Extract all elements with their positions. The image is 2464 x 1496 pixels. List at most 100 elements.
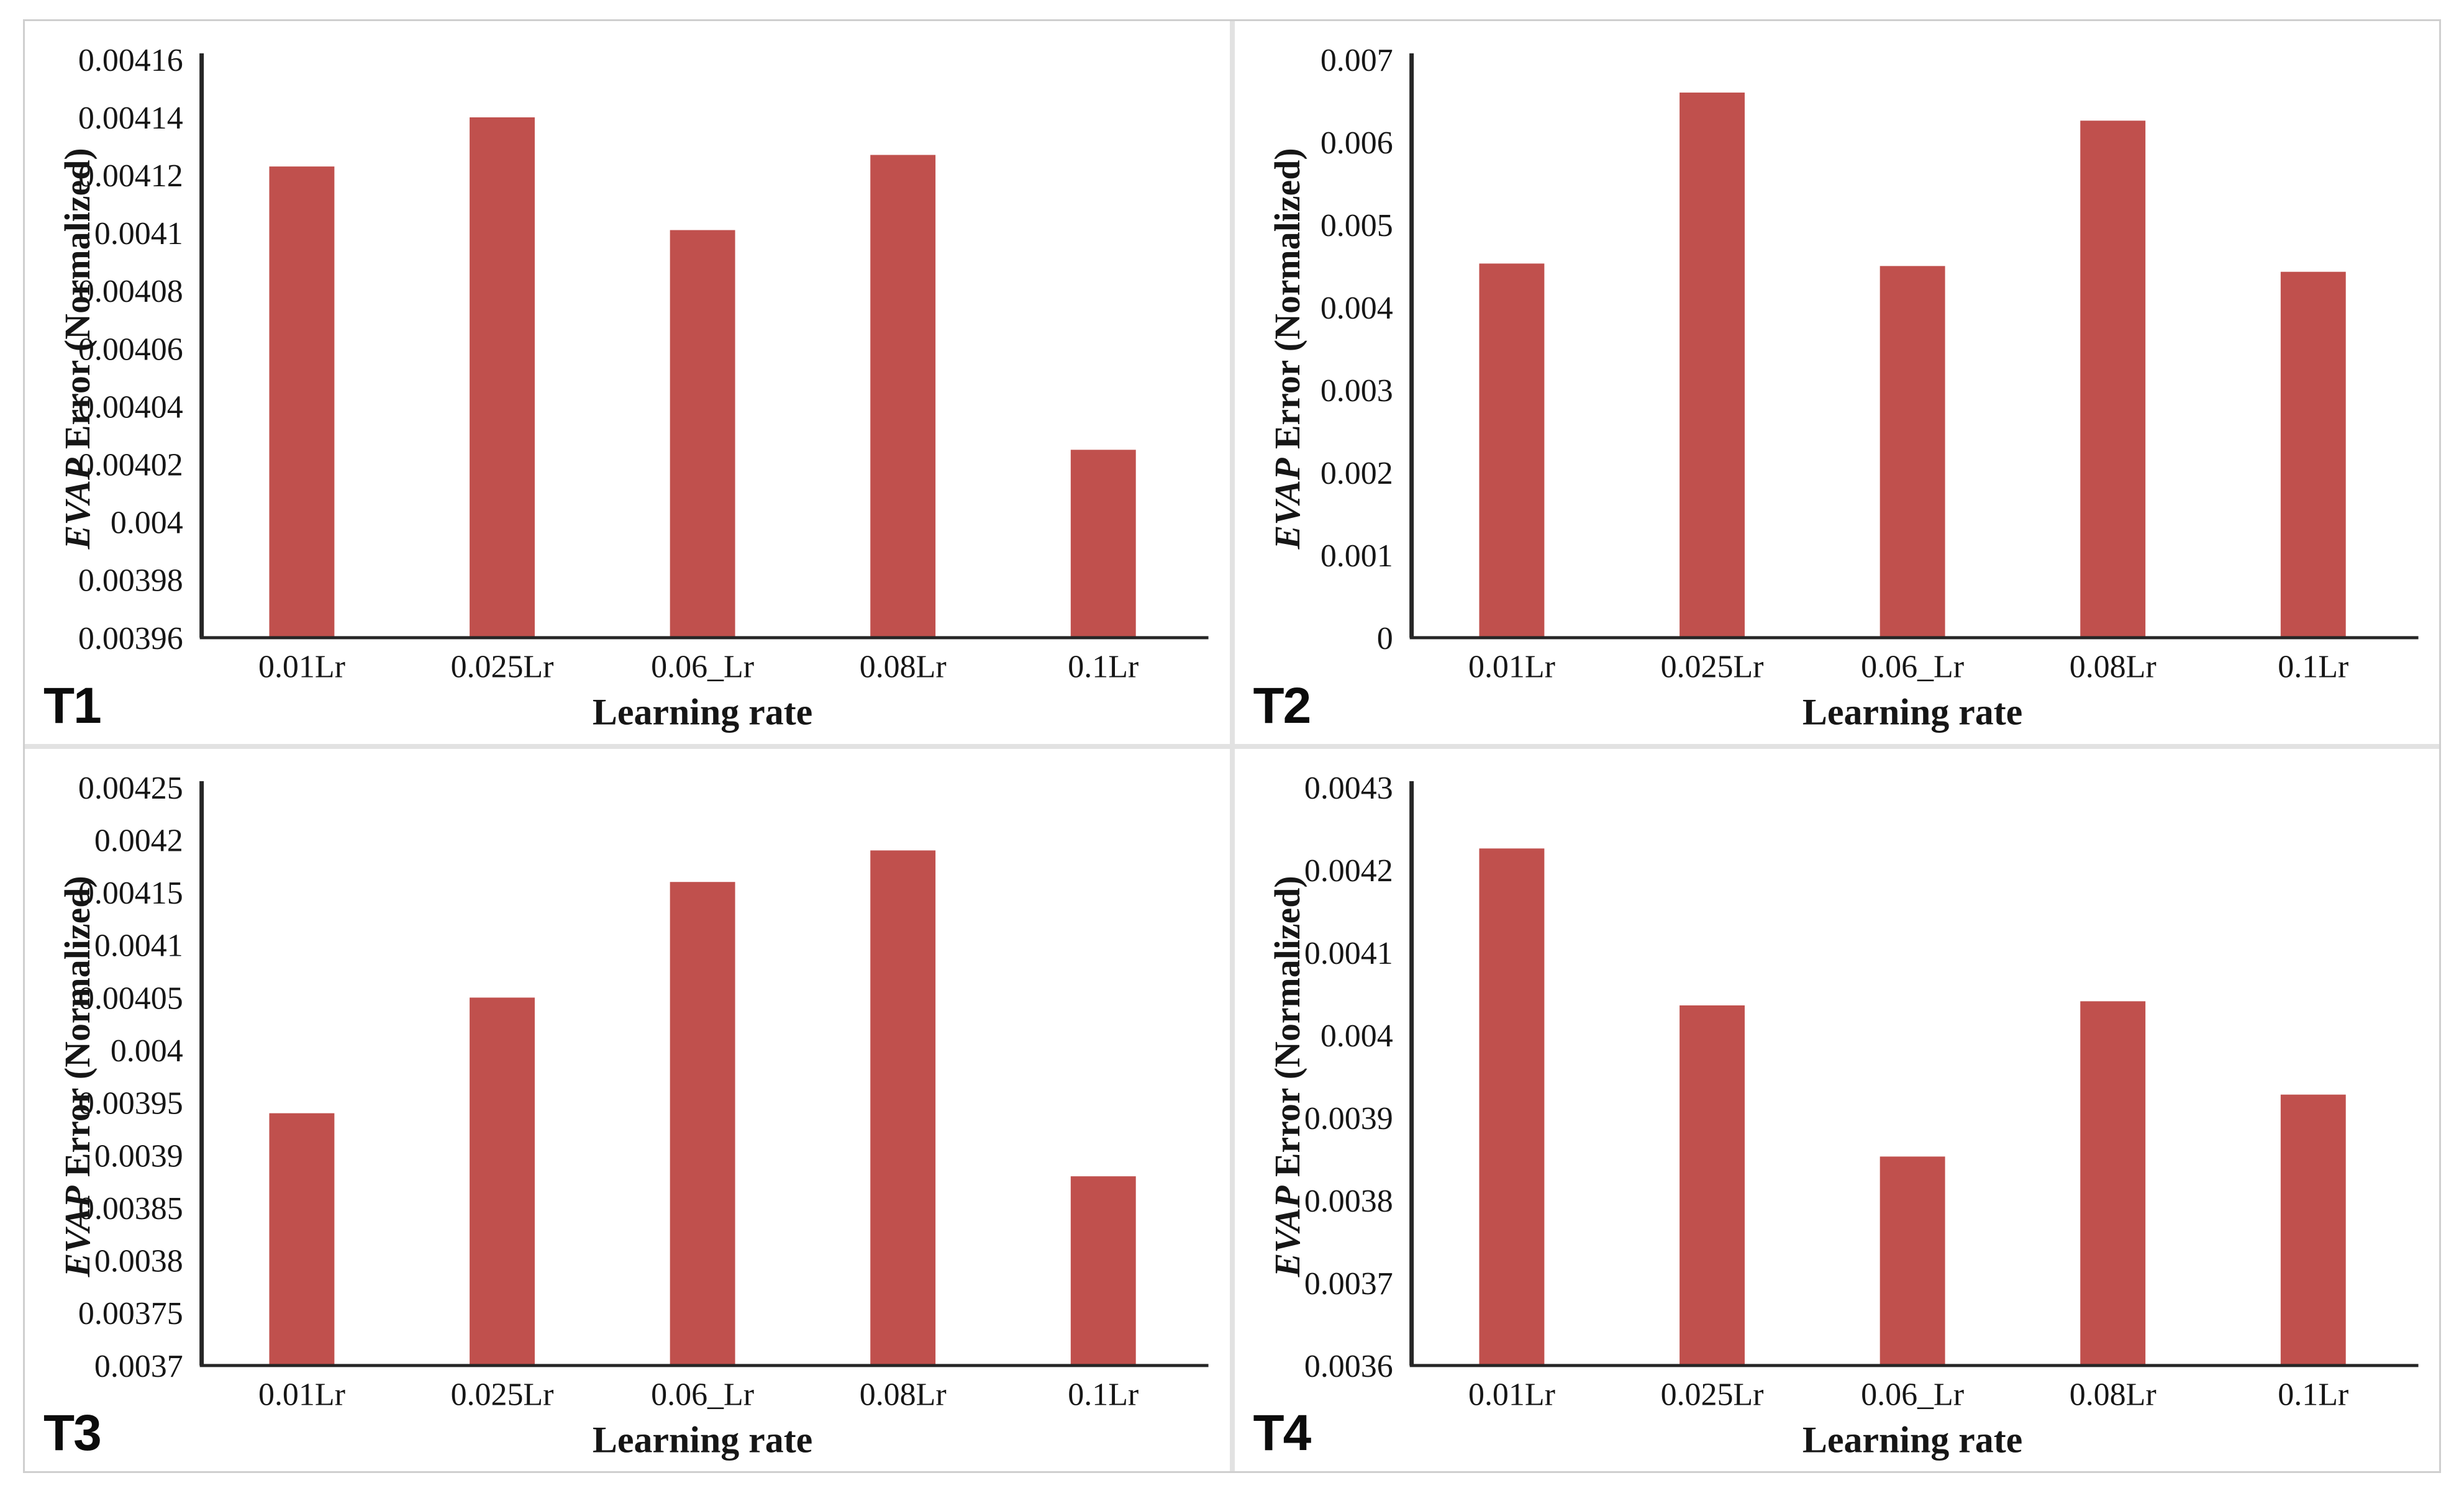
y-tick-label: 0.0038 — [1304, 1183, 1393, 1218]
x-category-label: 0.01Lr — [258, 650, 345, 685]
y-tick-label: 0.0043 — [1304, 770, 1393, 805]
panel-label-t3: T3 — [43, 1405, 102, 1461]
y-tick-label: 0.00385 — [78, 1190, 183, 1226]
x-category-label: 0.08Lr — [860, 1377, 947, 1412]
y-tick-label: 0.004 — [1320, 1018, 1393, 1053]
panel-label-t1: T1 — [43, 677, 102, 734]
y-tick-label: 0.00405 — [78, 981, 183, 1016]
y-tick-label: 0.002 — [1320, 456, 1393, 491]
y-tick-label: 0.0041 — [94, 216, 183, 252]
x-category-label: 0.1Lr — [2278, 1377, 2348, 1412]
y-tick-label: 0.00398 — [78, 563, 183, 599]
bar-0.01Lr — [1478, 848, 1544, 1366]
y-tick-label: 0.0037 — [1304, 1266, 1393, 1301]
x-category-label: 0.025Lr — [1660, 650, 1763, 685]
bar-chart-t4: 0.0043 0.0042 0.0041 0.004 0.0039 0.0038 0.003… — [1266, 770, 2419, 1460]
bar-chart-t1: 0.004160.004140.004120.00410.004080.0040… — [57, 43, 1209, 733]
y-axis-title: EVAP Error (Normalized) — [1266, 876, 1307, 1277]
y-tick-label: 0.004 — [1320, 291, 1393, 326]
x-category-label: 0.1Lr — [1068, 650, 1139, 685]
panel-label-t2: T2 — [1253, 677, 1312, 734]
y-tick-label: 0.004 — [111, 1033, 183, 1069]
bar-0.06_Lr — [670, 230, 735, 638]
bar-0.08Lr — [2080, 1000, 2145, 1366]
y-tick-label: 0.0038 — [94, 1243, 183, 1279]
x-category-label: 0.025Lr — [1660, 1377, 1763, 1412]
y-tick-label: 0.006 — [1320, 125, 1393, 161]
bar-0.1Lr — [1070, 450, 1136, 638]
chart-panel-t1: 0.00416 0.00414 0.00412 0.0041 0.00408 0.0040… — [25, 21, 1230, 744]
y-tick-label: 0.00415 — [78, 876, 183, 911]
bar-0.025Lr — [1679, 1005, 1745, 1366]
y-tick-label: 0.0039 — [94, 1138, 183, 1174]
bar-0.08Lr — [870, 850, 936, 1366]
bar-0.08Lr — [2080, 120, 2145, 638]
x-axis-title: Learning rate — [593, 1419, 812, 1460]
y-axis-title: EVAP Error (Normalized) — [57, 876, 98, 1277]
y-tick-label: 0.00396 — [78, 621, 183, 656]
figure-frame: 0.00416 0.00414 0.00412 0.0041 0.00408 0.0040… — [23, 19, 2441, 1473]
x-category-label: 0.06_Lr — [1861, 650, 1964, 685]
bar-0.025Lr — [470, 117, 535, 638]
bar-0.06_Lr — [1880, 1156, 1945, 1366]
x-category-label: 0.08Lr — [860, 650, 947, 685]
chart-panel-t2: 0.007 0.006 0.005 0.004 0.003 0.002 0.001 0 0.01… — [1234, 21, 2439, 744]
x-axis-title: Learning rate — [1802, 692, 2022, 733]
x-category-label: 0.06_Lr — [651, 650, 754, 685]
y-tick-label: 0.0042 — [94, 823, 183, 858]
x-category-label: 0.025Lr — [451, 650, 554, 685]
chart-panel-t3: 0.00425 0.0042 0.00415 0.0041 0.00405 0.004 0.… — [25, 748, 1230, 1471]
y-tick-label: 0.005 — [1320, 208, 1393, 243]
bar-0.08Lr — [870, 155, 936, 638]
panel-label-t4: T4 — [1253, 1405, 1312, 1461]
y-tick-label: 0.0041 — [1304, 935, 1393, 971]
x-axis-title: Learning rate — [593, 692, 812, 733]
y-tick-label: 0.0039 — [1304, 1100, 1393, 1136]
y-tick-label: 0.00408 — [78, 274, 183, 309]
x-category-label: 0.01Lr — [1468, 1377, 1555, 1412]
x-category-label: 0.08Lr — [2069, 1377, 2156, 1412]
bar-0.06_Lr — [1880, 266, 1945, 638]
y-axis-title: EVAP Error (Normalized) — [57, 148, 98, 550]
x-category-label: 0.08Lr — [2069, 650, 2156, 685]
y-tick-label: 0.0037 — [94, 1348, 183, 1384]
x-category-label: 0.1Lr — [2278, 650, 2348, 685]
y-tick-label: 0.00412 — [78, 158, 183, 194]
y-tick-label: 0.004 — [111, 505, 183, 541]
x-category-label: 0.025Lr — [451, 1377, 554, 1412]
x-category-label: 0.1Lr — [1068, 1377, 1139, 1412]
x-category-label: 0.06_Lr — [651, 1377, 754, 1412]
y-tick-label: 0.007 — [1320, 43, 1393, 78]
y-tick-label: 0 — [1376, 621, 1393, 656]
bar-0.025Lr — [470, 997, 535, 1366]
y-tick-label: 0.00404 — [78, 389, 183, 425]
y-tick-label: 0.003 — [1320, 373, 1393, 409]
y-tick-label: 0.00402 — [78, 448, 183, 483]
y-tick-label: 0.00416 — [78, 43, 183, 78]
x-category-label: 0.01Lr — [258, 1377, 345, 1412]
y-tick-label: 0.0042 — [1304, 853, 1393, 888]
y-tick-label: 0.00406 — [78, 332, 183, 367]
bar-0.1Lr — [2280, 271, 2346, 638]
bar-chart-t2: 0.007 0.006 0.005 0.004 0.003 0.002 0.001 0 0.01… — [1266, 43, 2419, 733]
bar-0.01Lr — [269, 166, 335, 638]
bar-0.1Lr — [2280, 1094, 2346, 1366]
bar-chart-t3: 0.00425 0.0042 0.00415 0.0041 0.00405 0.004 0.… — [57, 770, 1209, 1460]
y-tick-label: 0.00395 — [78, 1086, 183, 1121]
y-tick-label: 0.00414 — [78, 101, 183, 136]
bar-0.01Lr — [1478, 263, 1544, 638]
bar-0.025Lr — [1679, 93, 1745, 638]
bar-0.01Lr — [269, 1113, 335, 1366]
x-category-label: 0.06_Lr — [1861, 1377, 1964, 1412]
y-tick-label: 0.00375 — [78, 1296, 183, 1331]
bar-0.06_Lr — [670, 881, 735, 1366]
y-tick-label: 0.00425 — [78, 770, 183, 805]
bar-0.1Lr — [1070, 1176, 1136, 1366]
y-axis-title: EVAP Error (Normalized) — [1266, 148, 1307, 550]
x-axis-title: Learning rate — [1802, 1419, 2022, 1460]
chart-panel-t4: 0.0043 0.0042 0.0041 0.004 0.0039 0.0038 0.003… — [1234, 748, 2439, 1471]
y-tick-label: 0.0041 — [94, 928, 183, 963]
x-category-label: 0.01Lr — [1468, 650, 1555, 685]
y-tick-label: 0.001 — [1320, 538, 1393, 574]
y-tick-label: 0.0036 — [1304, 1348, 1393, 1384]
